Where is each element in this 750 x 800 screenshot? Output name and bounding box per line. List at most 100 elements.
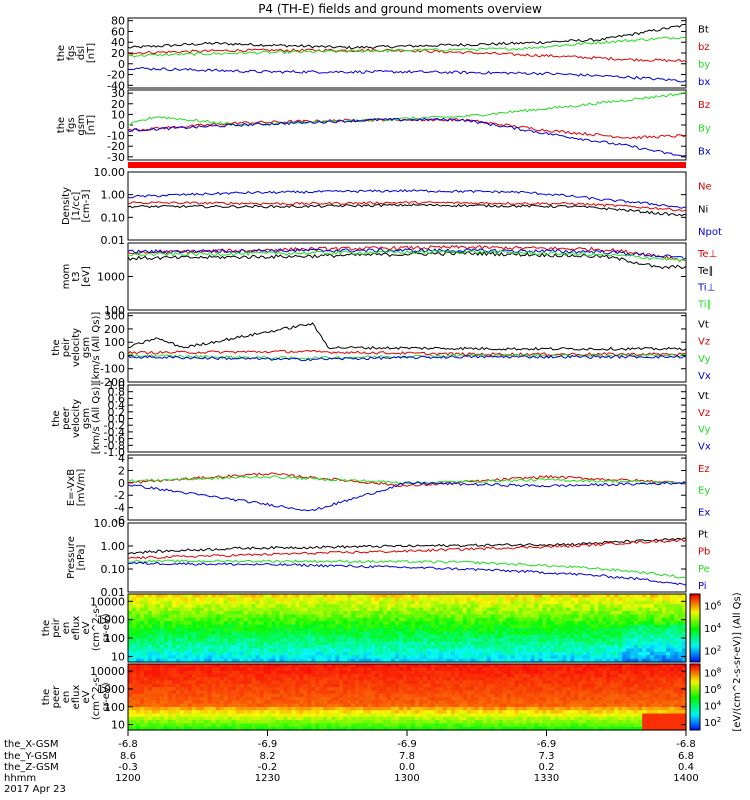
- heatmap-cell: [255, 693, 261, 698]
- heatmap-cell: [387, 723, 392, 728]
- heatmap-cell: [630, 597, 635, 602]
- heatmap-cell: [407, 621, 412, 626]
- heatmap-cell: [231, 624, 237, 629]
- heatmap-cell: [470, 680, 476, 685]
- heatmap-cell: [295, 713, 300, 718]
- heatmap-cell: [235, 607, 241, 612]
- heatmap-cell: [446, 700, 452, 705]
- heatmap-cell: [355, 594, 360, 598]
- heatmap-cell: [506, 604, 512, 609]
- heatmap-cell: [498, 611, 504, 615]
- heatmap-cell: [638, 607, 643, 612]
- heatmap-cell: [299, 716, 304, 721]
- heatmap-cell: [259, 700, 265, 705]
- heatmap-cell: [279, 703, 285, 708]
- heatmap-cell: [606, 621, 611, 626]
- heatmap-cell: [682, 624, 687, 629]
- heatmap-cell: [395, 648, 400, 653]
- heatmap-cell: [271, 677, 277, 682]
- heatmap-cell: [299, 641, 304, 646]
- heatmap-cell: [287, 597, 293, 602]
- heatmap-cell: [307, 677, 312, 682]
- heatmap-cell: [151, 638, 157, 643]
- heatmap-cell: [534, 617, 540, 622]
- heatmap-cell: [498, 648, 504, 653]
- heatmap-cell: [155, 594, 161, 598]
- heatmap-cell: [327, 614, 332, 619]
- heatmap-cell: [199, 594, 205, 598]
- heatmap-cell: [494, 673, 500, 678]
- heatmap-cell: [195, 716, 201, 721]
- heatmap-cell: [410, 658, 416, 663]
- heatmap-cell: [618, 611, 623, 615]
- heatmap-cell: [363, 621, 368, 626]
- heatmap-cell: [666, 631, 671, 636]
- heatmap-cell: [630, 624, 635, 629]
- heatmap-cell: [271, 655, 277, 660]
- heatmap-cell: [466, 716, 472, 721]
- heatmap-cell: [295, 617, 300, 622]
- heatmap-cell: [347, 667, 352, 672]
- heatmap-cell: [407, 617, 412, 622]
- heatmap-cell: [678, 617, 683, 622]
- heatmap-cell: [450, 700, 456, 705]
- heatmap-cell: [414, 723, 420, 728]
- heatmap-cell: [566, 614, 572, 619]
- heatmap-cell: [418, 604, 424, 609]
- heatmap-cell: [399, 673, 404, 678]
- heatmap-cell: [331, 720, 336, 724]
- y-axis-label-line: [1/cc]: [71, 192, 82, 221]
- heatmap-cell: [187, 614, 193, 619]
- heatmap-cell: [395, 700, 400, 705]
- heatmap-cell: [195, 617, 201, 622]
- heatmap-cell: [622, 638, 627, 643]
- heatmap-cell: [666, 624, 671, 629]
- heatmap-cell: [287, 693, 293, 698]
- heatmap-cell: [574, 600, 579, 605]
- heatmap-cell: [187, 713, 193, 718]
- heatmap-cell: [219, 670, 225, 675]
- heatmap-cell: [159, 621, 165, 626]
- heatmap-cell: [478, 645, 484, 649]
- heatmap-cell: [315, 597, 320, 602]
- heatmap-cell: [638, 658, 643, 663]
- heatmap-cell: [375, 693, 380, 698]
- heatmap-cell: [502, 690, 508, 695]
- heatmap-cell: [670, 648, 675, 653]
- heatmap-cell: [283, 594, 289, 598]
- heatmap-cell: [155, 670, 161, 675]
- heatmap-cell: [343, 658, 348, 663]
- heatmap-cell: [530, 600, 536, 605]
- heatmap-cell: [187, 670, 193, 675]
- heatmap-cell: [403, 641, 408, 646]
- heatmap-cell: [255, 683, 261, 688]
- heatmap-cell: [622, 651, 627, 656]
- heatmap-cell: [530, 638, 536, 643]
- heatmap-cell: [442, 673, 448, 678]
- heatmap-cell: [670, 617, 675, 622]
- heatmap-cell: [438, 723, 444, 728]
- heatmap-cell: [434, 713, 440, 718]
- heatmap-cell: [518, 645, 524, 649]
- heatmap-cell: [143, 713, 149, 718]
- heatmap-cell: [135, 710, 141, 715]
- heatmap-cell: [466, 710, 472, 715]
- heatmap-cell: [458, 726, 464, 731]
- heatmap-cell: [135, 624, 141, 629]
- heatmap-cell: [387, 645, 392, 649]
- heatmap-cell: [367, 687, 372, 691]
- heatmap-cell: [307, 645, 312, 649]
- heatmap-cell: [179, 634, 185, 639]
- heatmap-cell: [255, 621, 261, 626]
- heatmap-cell: [502, 687, 508, 691]
- heatmap-cell: [291, 700, 296, 705]
- heatmap-cell: [135, 645, 141, 649]
- heatmap-cell: [347, 670, 352, 675]
- y-axis-label-line: E=-VxB: [66, 469, 77, 506]
- heatmap-cell: [359, 658, 364, 663]
- heatmap-cell: [454, 641, 460, 646]
- heatmap-cell: [450, 617, 456, 622]
- series-line-Bz: [127, 117, 687, 140]
- heatmap-cell: [682, 638, 687, 643]
- heatmap-cell: [618, 594, 623, 598]
